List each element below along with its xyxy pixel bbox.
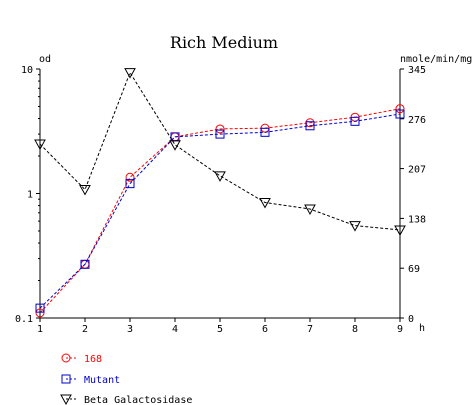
series-0-point xyxy=(125,172,135,182)
left-tick-label: 10 xyxy=(21,65,33,76)
series-line-0 xyxy=(39,108,401,314)
x-tick-label: 4 xyxy=(172,324,178,335)
series-2-point xyxy=(349,221,361,232)
left-tick-label: 0.1 xyxy=(15,314,33,325)
series-line-2 xyxy=(39,71,401,231)
x-tick-label: 8 xyxy=(352,324,358,335)
x-tick-label: 3 xyxy=(127,324,133,335)
series-1-point xyxy=(80,259,90,269)
x-axis-label: h xyxy=(419,323,425,334)
right-tick-label: 345 xyxy=(408,65,426,76)
series-1-point xyxy=(260,127,270,137)
x-tick-label: 2 xyxy=(82,324,88,335)
legend: 168 Mutant Beta Galactosidase xyxy=(60,353,192,405)
x-tick-label: 5 xyxy=(217,324,223,335)
series-2-point xyxy=(304,204,316,216)
legend-label: Mutant xyxy=(84,375,120,386)
left-tick-label: 1 xyxy=(27,190,33,201)
series-2-point xyxy=(124,68,136,79)
series-0-point xyxy=(215,124,225,134)
series-2-point xyxy=(394,225,406,236)
series-2-point xyxy=(214,171,226,182)
series-0-point xyxy=(35,308,45,318)
left-axis-label: od xyxy=(39,54,51,65)
series-2-point xyxy=(34,139,46,151)
series-1-point xyxy=(35,303,45,313)
x-tick-label: 9 xyxy=(397,324,403,335)
right-tick-label: 0 xyxy=(408,314,414,325)
chart-title: Rich Medium xyxy=(170,33,278,52)
series-layer xyxy=(34,68,406,318)
series-line-1 xyxy=(39,113,401,309)
x-tick-label: 6 xyxy=(262,324,268,335)
right-tick-label: 207 xyxy=(408,165,426,176)
series-1-point xyxy=(215,129,225,139)
right-axis-label: nmole/min/mg xyxy=(400,54,472,65)
right-tick-label: 138 xyxy=(408,214,426,225)
series-2-point xyxy=(169,140,181,151)
x-tick-label: 1 xyxy=(37,324,43,335)
series-2-point xyxy=(259,198,271,209)
series-2-point xyxy=(79,185,91,196)
legend-label: 168 xyxy=(84,354,102,365)
legend-marker xyxy=(60,394,72,405)
legend-label: Beta Galactosidase xyxy=(84,395,192,405)
legend-marker xyxy=(61,374,71,384)
series-1-point xyxy=(395,109,405,119)
series-1-point xyxy=(350,116,360,126)
x-tick-label: 7 xyxy=(307,324,313,335)
series-0-point xyxy=(395,104,405,114)
right-tick-label: 69 xyxy=(408,264,420,275)
right-tick-label: 276 xyxy=(408,115,426,126)
legend-marker xyxy=(61,353,71,363)
series-1-point xyxy=(305,121,315,131)
series-1-point xyxy=(125,179,135,189)
